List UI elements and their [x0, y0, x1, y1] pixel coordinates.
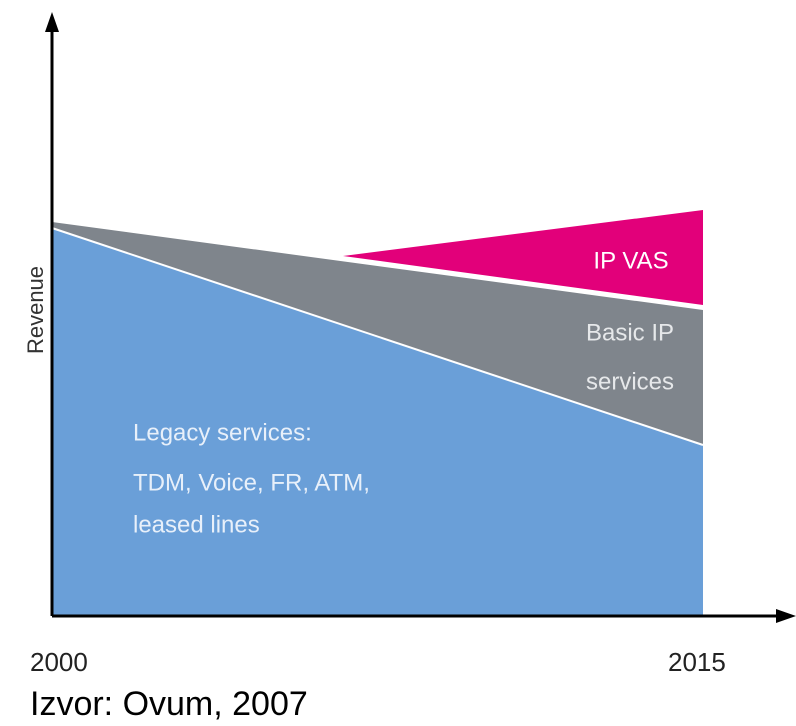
legacy-region: [52, 228, 703, 616]
region-label: TDM, Voice, FR, ATM,: [133, 469, 370, 496]
x-axis-arrow: [776, 609, 796, 623]
basic-ip-region: [52, 222, 703, 445]
region-label: services: [586, 368, 674, 395]
y-axis-arrow: [45, 12, 59, 32]
region-label: IP VAS: [593, 247, 668, 274]
region-label: Legacy services:: [133, 419, 312, 446]
source: Izvor: Ovum, 2007: [30, 685, 308, 723]
region-label: Basic IP: [586, 319, 674, 346]
ip-vas-region: [343, 210, 703, 305]
x-label: 2000: [30, 647, 88, 677]
region-label: leased lines: [133, 511, 260, 538]
y-axis-label: Revenue: [23, 266, 48, 354]
region-divider: [51, 227, 704, 446]
x-label: 2015: [668, 647, 726, 677]
